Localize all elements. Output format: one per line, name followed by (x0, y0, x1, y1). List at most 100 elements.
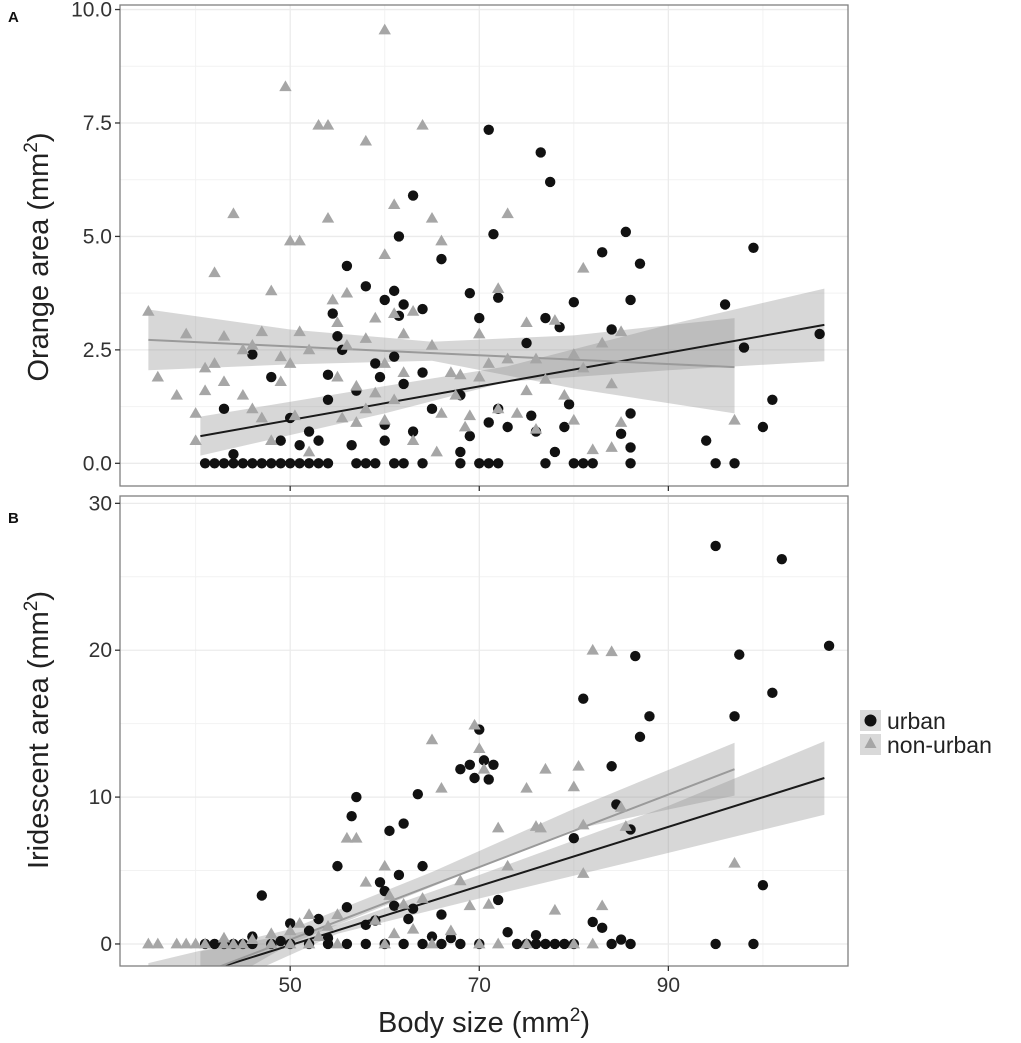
panel-a-point-non-urban (179, 327, 193, 339)
panel-b-point-urban (625, 938, 636, 950)
panel-b-point-urban (417, 860, 428, 872)
panel-b-point-non-urban (454, 874, 467, 886)
panel-a-point-urban (303, 458, 315, 469)
panel-b-point-urban (634, 731, 646, 743)
panel-b-y-tick-label: 10 (89, 786, 112, 809)
panel-b-point-urban (398, 938, 409, 950)
panel-a-point-non-urban (473, 370, 486, 382)
panel-a-point-urban (436, 253, 447, 265)
panel-a-point-non-urban (577, 261, 590, 273)
panel-b-point-non-urban (444, 924, 458, 936)
panel-a-point-non-urban (217, 375, 231, 387)
panel-a-point-non-urban (425, 339, 439, 350)
panel-a-point-non-urban (227, 207, 240, 219)
panel-b-point-urban (767, 687, 778, 699)
panel-b-point-non-urban (614, 801, 628, 812)
panel-a-point-urban (322, 369, 334, 381)
panel-a-point-non-urban (142, 304, 155, 316)
panel-b-ylabel: Iridescent area (mm2) (21, 591, 55, 869)
panel-a-point-urban (332, 331, 343, 342)
panel-a-point-urban (218, 403, 230, 415)
panel-a-point-urban (455, 458, 466, 469)
panel-a-point-non-urban (350, 379, 363, 391)
panel-a-point-urban (370, 358, 381, 369)
panel-a-point-non-urban (350, 416, 363, 427)
panel-b-point-non-urban (350, 831, 363, 843)
panel-b-point-urban (630, 650, 641, 662)
panel-b-point-urban (483, 774, 494, 785)
panel-b-points (142, 540, 835, 950)
panel-a-point-urban (313, 458, 324, 469)
panel-a-point-non-urban (378, 357, 391, 368)
legend-key-non-urban (864, 737, 877, 748)
panel-a-point-non-urban (458, 420, 472, 432)
panel-a-point-non-urban (340, 339, 354, 350)
panel-b-point-non-urban (293, 917, 306, 928)
panel-b-point-urban (403, 913, 414, 925)
panel-b-point-urban (464, 759, 476, 770)
panel-a-point-non-urban (326, 293, 339, 305)
panel-b-point-non-urban (728, 856, 741, 868)
panel-a: 0.0 2.5 5.0 7.5 10.0 (71, 0, 849, 491)
panel-b-point-non-urban (520, 781, 533, 793)
panel-b-point-non-urban (387, 927, 401, 939)
legend-label-urban: urban (887, 708, 946, 734)
panel-a-point-non-urban (416, 118, 429, 130)
panel-a-point-non-urban (283, 234, 297, 246)
panel-a-point-non-urban (198, 384, 212, 396)
panel-a-point-non-urban (208, 266, 221, 278)
panel-a-point-non-urban (265, 434, 278, 446)
panel-b-point-urban (303, 925, 315, 936)
panel-a-y-tick-label: 0.0 (83, 452, 112, 475)
panel-a-point-urban (738, 342, 750, 353)
panel-b-point-non-urban (302, 908, 316, 919)
panel-b-tag: B (8, 510, 19, 527)
panel-a-point-non-urban (340, 286, 354, 298)
panel-b-point-non-urban (302, 937, 316, 949)
panel-a-point-non-urban (217, 329, 231, 341)
panel-b-band-urban (200, 741, 825, 966)
panel-b-point-urban (823, 640, 835, 652)
panel-b-point-non-urban (435, 781, 448, 793)
panel-a-point-urban (620, 226, 632, 238)
panel-a-point-urban (700, 435, 712, 446)
panel-a-point-non-urban (614, 325, 628, 337)
panel-a-point-urban (767, 394, 778, 405)
panel-b-point-non-urban (491, 937, 505, 949)
panel-a-point-urban (492, 458, 504, 469)
panel-a-point-urban (615, 428, 627, 440)
panel-b-point-non-urban (567, 780, 581, 792)
panel-b-point-non-urban (151, 937, 165, 949)
panel-a-point-non-urban (529, 422, 543, 434)
panel-a-point-non-urban (387, 307, 401, 318)
panel-a-point-non-urban (246, 402, 259, 414)
panel-a-point-non-urban (378, 23, 391, 35)
panel-b-point-urban (436, 938, 447, 950)
panel-a-point-urban (228, 449, 239, 460)
panel-a-point-urban (634, 258, 646, 269)
panel-a-point-non-urban (577, 361, 590, 373)
panel-b-fit-non-urban (218, 768, 735, 966)
panel-b-point-non-urban (619, 820, 633, 831)
panel-b-point-urban (568, 833, 580, 844)
panel-a-point-urban (346, 439, 357, 451)
panel-b-point-non-urban (534, 821, 547, 833)
panel-b-y-tick-label: 0 (100, 933, 112, 956)
panel-a-point-urban (398, 458, 409, 469)
panel-b-point-urban (384, 825, 395, 837)
panel-b-point-urban (748, 938, 759, 950)
panel-b-point-non-urban (265, 927, 278, 939)
panel-b-point-non-urban (473, 742, 486, 754)
panel-a-y-tick-label: 7.5 (83, 112, 112, 135)
panel-a-point-non-urban (510, 407, 524, 418)
panel-b-point-urban (710, 938, 721, 950)
panel-b-point-urban (209, 938, 220, 950)
panel-a-point-non-urban (491, 282, 505, 294)
panel-a-point-non-urban (406, 304, 420, 316)
panel-a-point-non-urban (198, 361, 212, 373)
panel-a-y-tick-label: 2.5 (83, 339, 112, 362)
panel-b-point-non-urban (463, 899, 477, 911)
panel-a-point-non-urban (614, 416, 628, 427)
panel-a-point-urban (393, 231, 405, 242)
panel-a-point-non-urban (302, 445, 316, 457)
